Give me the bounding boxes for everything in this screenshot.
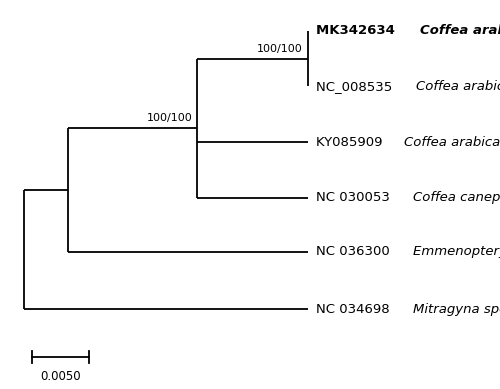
Text: 100/100: 100/100	[257, 44, 303, 54]
Text: Coffea arabica: Coffea arabica	[404, 136, 500, 149]
Text: NC_008535: NC_008535	[316, 80, 396, 93]
Text: Coffea arabica: Coffea arabica	[420, 24, 500, 37]
Text: NC 036300: NC 036300	[316, 245, 394, 258]
Text: 100/100: 100/100	[146, 113, 192, 123]
Text: Mitragyna speciosa: Mitragyna speciosa	[412, 303, 500, 315]
Text: MK342634: MK342634	[316, 24, 400, 37]
Text: Coffea arabica: Coffea arabica	[416, 80, 500, 93]
Text: NC 030053: NC 030053	[316, 191, 394, 204]
Text: NC 034698: NC 034698	[316, 303, 394, 315]
Text: 0.0050: 0.0050	[40, 370, 80, 383]
Text: Coffea canephora: Coffea canephora	[413, 191, 500, 204]
Text: Emmenopterys henryi: Emmenopterys henryi	[413, 245, 500, 258]
Text: KY085909: KY085909	[316, 136, 387, 149]
